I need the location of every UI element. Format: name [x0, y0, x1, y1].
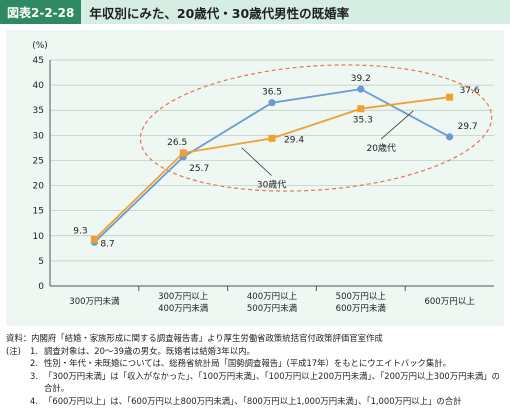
y-tick-label: 10: [33, 232, 45, 242]
data-label: 39.2: [351, 74, 371, 84]
figure-number: 図表2-2-28: [0, 0, 82, 24]
note-number: 3.: [30, 370, 38, 381]
y-tick-label: 0: [38, 282, 44, 292]
data-label: 29.7: [458, 122, 478, 132]
data-point: [268, 134, 276, 142]
x-tick-label: 500万円未満: [247, 303, 298, 314]
series-label: 30歳代: [257, 179, 286, 191]
y-tick-label: 20: [33, 182, 45, 192]
note-item: 4. 「600万円以上」は、「600万円以上800万円未満」、「800万円以上1,…: [6, 395, 506, 408]
data-label: 8.7: [100, 239, 114, 249]
note-item: 3. 「300万円未満」は「収入がなかった」、「100万円未満」、「100万円以上…: [6, 370, 506, 395]
note-item: (注) 1. 調査対象は、20～39歳の男女。既婚者は結婚3年以内。: [6, 345, 506, 358]
data-label: 29.4: [284, 135, 304, 145]
y-tick-label: 35: [33, 106, 44, 116]
data-point: [268, 99, 276, 107]
note-text: 性別・年代・未既婚については、総務省統計局「国勢調査報告」(平成17年）をもとに…: [44, 358, 451, 369]
note-text: 調査対象は、20～39歳の男女。既婚者は結婚3年以内。: [44, 345, 255, 356]
y-unit-label: (%): [32, 41, 48, 51]
highlight-ellipse: [139, 64, 493, 192]
title-bar: 図表2-2-28 年収別にみた、20歳代・30歳代男性の既婚率: [0, 0, 510, 24]
source-line: 資料： 内閣府「結婚・家族形成に関する調査報告書」より厚生労働省政策統括官付政策…: [6, 332, 506, 345]
notes-section: 資料： 内閣府「結婚・家族形成に関する調査報告書」より厚生労働省政策統括官付政策…: [6, 332, 506, 408]
x-tick-label: 400万円未満: [158, 303, 209, 314]
leader-line: [380, 110, 414, 140]
data-label: 36.5: [262, 88, 282, 98]
note-text: 「300万円未満」は「収入がなかった」、「100万円未満」、「100万円以上20…: [44, 370, 500, 394]
source-text: 内閣府「結婚・家族形成に関する調査報告書」より厚生労働省政策統括官付政策評価官室…: [31, 333, 383, 343]
leader-line: [241, 147, 272, 176]
data-label: 26.5: [167, 138, 187, 148]
data-point: [357, 85, 365, 93]
note-number: 1.: [30, 345, 38, 356]
data-point: [179, 149, 187, 157]
note-list: (注) 1. 調査対象は、20～39歳の男女。既婚者は結婚3年以内。 2. 性別・年代・…: [6, 345, 506, 408]
data-point: [446, 93, 454, 101]
x-tick-label: 500万円以上: [336, 292, 387, 302]
y-tick-label: 30: [33, 131, 45, 141]
note-label: [6, 357, 30, 370]
data-label: 9.3: [73, 226, 87, 236]
x-tick-label: 400万円以上: [247, 292, 298, 302]
series-label: 20歳代: [366, 142, 395, 154]
chart-panel: (%) 0 5 10 15 20 25 30 35 40 45 300万円未満 300万円以上 400万円…: [6, 30, 504, 326]
x-tick-label: 300万円未満: [69, 296, 120, 307]
data-point: [90, 235, 98, 243]
x-tick-label: 300万円以上: [158, 292, 209, 302]
note-label: [6, 370, 30, 395]
chart-title: 年収別にみた、20歳代・30歳代男性の既婚率: [89, 5, 350, 21]
note-label: (注): [6, 345, 21, 356]
data-point: [446, 133, 454, 141]
note-number: 2.: [30, 358, 38, 369]
note-number: 4.: [30, 395, 38, 406]
series-line: [93, 88, 451, 243]
y-tick-label: 25: [33, 156, 44, 166]
x-tick-label: 600万円以上: [424, 297, 475, 307]
data-label: 35.3: [353, 116, 373, 126]
data-label: 25.7: [189, 164, 209, 174]
y-tick-label: 45: [33, 56, 44, 66]
series-line: [93, 96, 450, 240]
note-text: 「600万円以上」は、「600万円以上800万円未満」、「800万円以上1,00…: [44, 395, 462, 406]
note-item: 2. 性別・年代・未既婚については、総務省統計局「国勢調査報告」(平成17年）をも…: [6, 357, 506, 370]
data-point: [357, 105, 365, 113]
source-label: 資料：: [6, 333, 32, 343]
y-tick-label: 15: [33, 207, 44, 217]
note-label: [6, 395, 30, 408]
y-tick-label: 5: [38, 257, 44, 267]
y-tick-label: 40: [33, 81, 45, 91]
x-tick-label: 600万円未満: [336, 303, 387, 314]
data-label: 37.6: [460, 86, 480, 96]
